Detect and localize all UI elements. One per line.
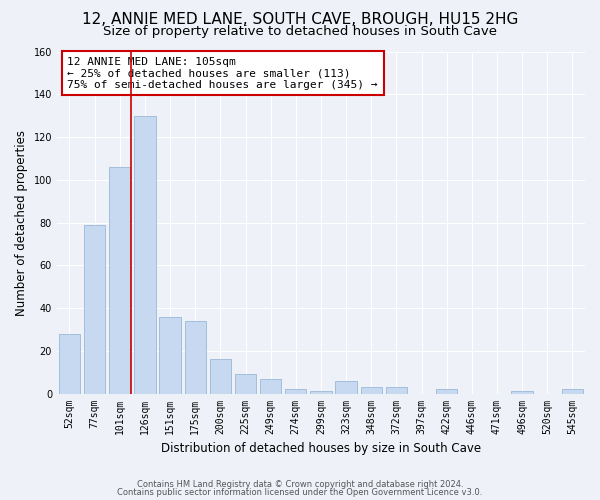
Text: 12 ANNIE MED LANE: 105sqm
← 25% of detached houses are smaller (113)
75% of semi: 12 ANNIE MED LANE: 105sqm ← 25% of detac…: [67, 56, 378, 90]
Text: 12, ANNIE MED LANE, SOUTH CAVE, BROUGH, HU15 2HG: 12, ANNIE MED LANE, SOUTH CAVE, BROUGH, …: [82, 12, 518, 28]
Text: Size of property relative to detached houses in South Cave: Size of property relative to detached ho…: [103, 25, 497, 38]
Bar: [285, 390, 307, 394]
X-axis label: Distribution of detached houses by size in South Cave: Distribution of detached houses by size …: [161, 442, 481, 455]
Bar: [84, 224, 106, 394]
Bar: [235, 374, 256, 394]
Bar: [386, 387, 407, 394]
Bar: [436, 390, 457, 394]
Y-axis label: Number of detached properties: Number of detached properties: [15, 130, 28, 316]
Bar: [59, 334, 80, 394]
Text: Contains HM Land Registry data © Crown copyright and database right 2024.: Contains HM Land Registry data © Crown c…: [137, 480, 463, 489]
Bar: [109, 167, 130, 394]
Bar: [260, 378, 281, 394]
Bar: [361, 387, 382, 394]
Bar: [185, 321, 206, 394]
Bar: [335, 380, 357, 394]
Bar: [134, 116, 155, 394]
Bar: [310, 392, 332, 394]
Bar: [562, 390, 583, 394]
Text: Contains public sector information licensed under the Open Government Licence v3: Contains public sector information licen…: [118, 488, 482, 497]
Bar: [511, 392, 533, 394]
Bar: [209, 360, 231, 394]
Bar: [160, 316, 181, 394]
